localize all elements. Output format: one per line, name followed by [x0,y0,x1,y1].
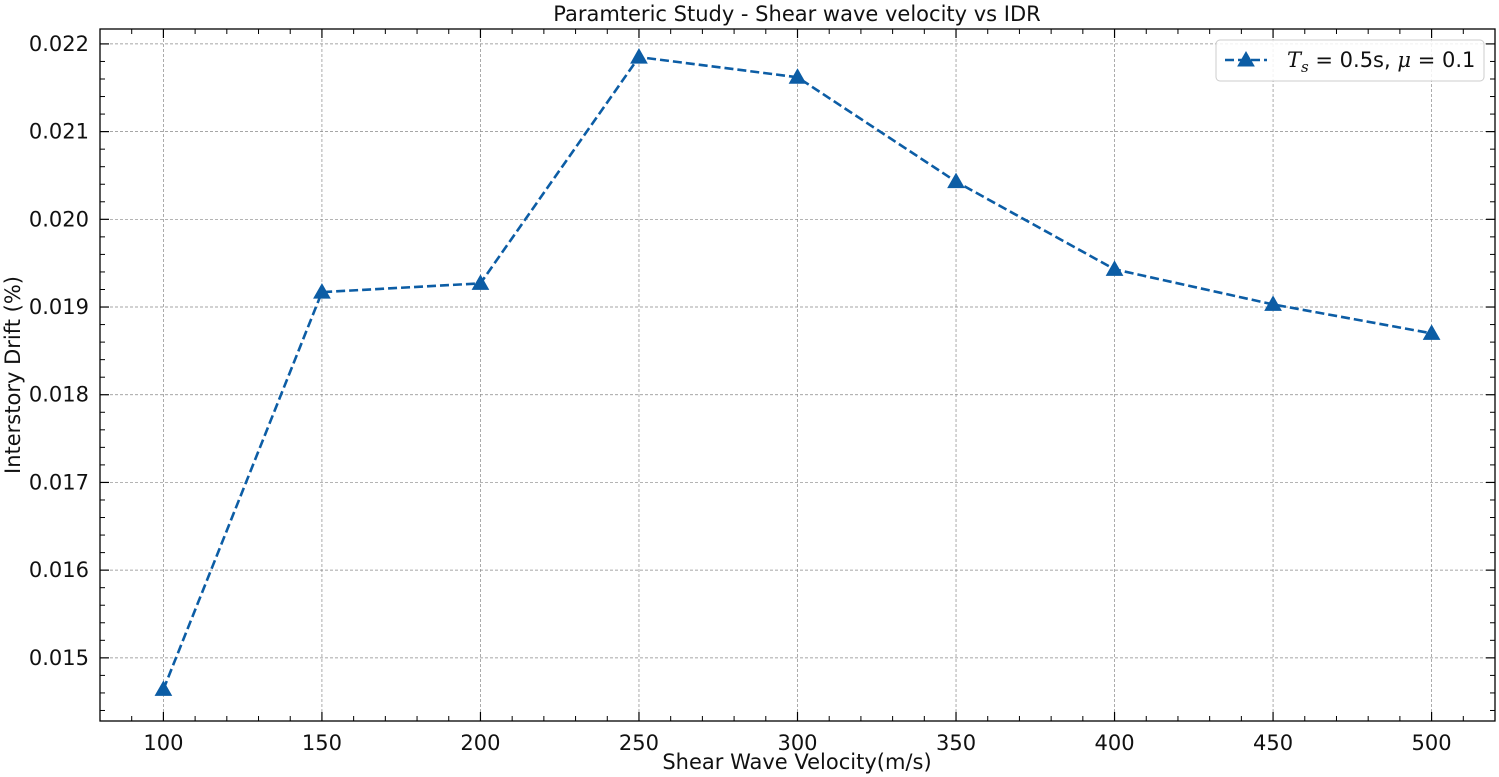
legend-box [1215,39,1485,82]
data-point-marker [947,172,965,189]
data-point-marker [630,48,648,64]
y-tick-label: 0.021 [29,120,89,144]
legend-subscript-s: s [1301,58,1309,76]
data-point-marker [154,680,173,696]
y-tick-label: 0.022 [29,32,89,56]
data-point-marker [471,274,490,290]
y-tick-label: 0.015 [29,646,89,670]
data-point-marker [1105,260,1124,276]
plot-frame [99,28,1496,722]
y-tick-label: 0.020 [29,207,89,231]
y-tick-label: 0.017 [29,470,89,494]
x-tick-label: 250 [619,731,659,755]
y-tick-label: 0.018 [29,383,89,407]
x-tick-label: 100 [143,731,183,755]
chart-title: Paramteric Study - Shear wave velocity v… [553,2,1041,26]
x-tick-label: 150 [302,731,342,755]
legend-text-end: = 0.1 [1411,48,1475,72]
y-tick-label: 0.016 [29,558,89,582]
y-tick-labels: 0.015 0.016 0.017 0.018 0.019 0.020 0.021 0.022 [29,32,89,670]
legend-entry-label: Ts = 0.5s, μ = 0.1 [1287,48,1475,76]
data-point-marker [1422,324,1441,340]
series-layer [154,48,1441,696]
data-point-marker [788,68,807,84]
data-point-marker [1264,295,1282,311]
x-tick-label: 450 [1253,731,1293,755]
minor-ticks [99,29,1496,721]
legend: Ts = 0.5s, μ = 0.1 [1215,39,1485,82]
legend-marker-sample [1237,50,1255,67]
x-axis-label: Shear Wave Velocity(m/s) [662,750,931,774]
x-tick-label: 350 [936,731,976,755]
grid [100,29,1495,721]
legend-symbol-t: T [1287,48,1303,72]
data-point-marker [313,283,331,299]
y-tick-label: 0.019 [29,295,89,319]
x-tick-label: 300 [777,731,817,755]
x-tick-label: 400 [1094,731,1134,755]
x-tick-label: 200 [460,731,500,755]
legend-symbol-mu: μ [1397,48,1411,72]
x-tick-label: 500 [1412,731,1452,755]
legend-text-mid: = 0.5s, [1309,48,1398,72]
x-tick-labels: 100 150 200 250 300 350 400 450 500 [143,731,1451,755]
major-ticks [100,29,1495,721]
y-axis-label: Interstory Drift (%) [1,276,25,474]
